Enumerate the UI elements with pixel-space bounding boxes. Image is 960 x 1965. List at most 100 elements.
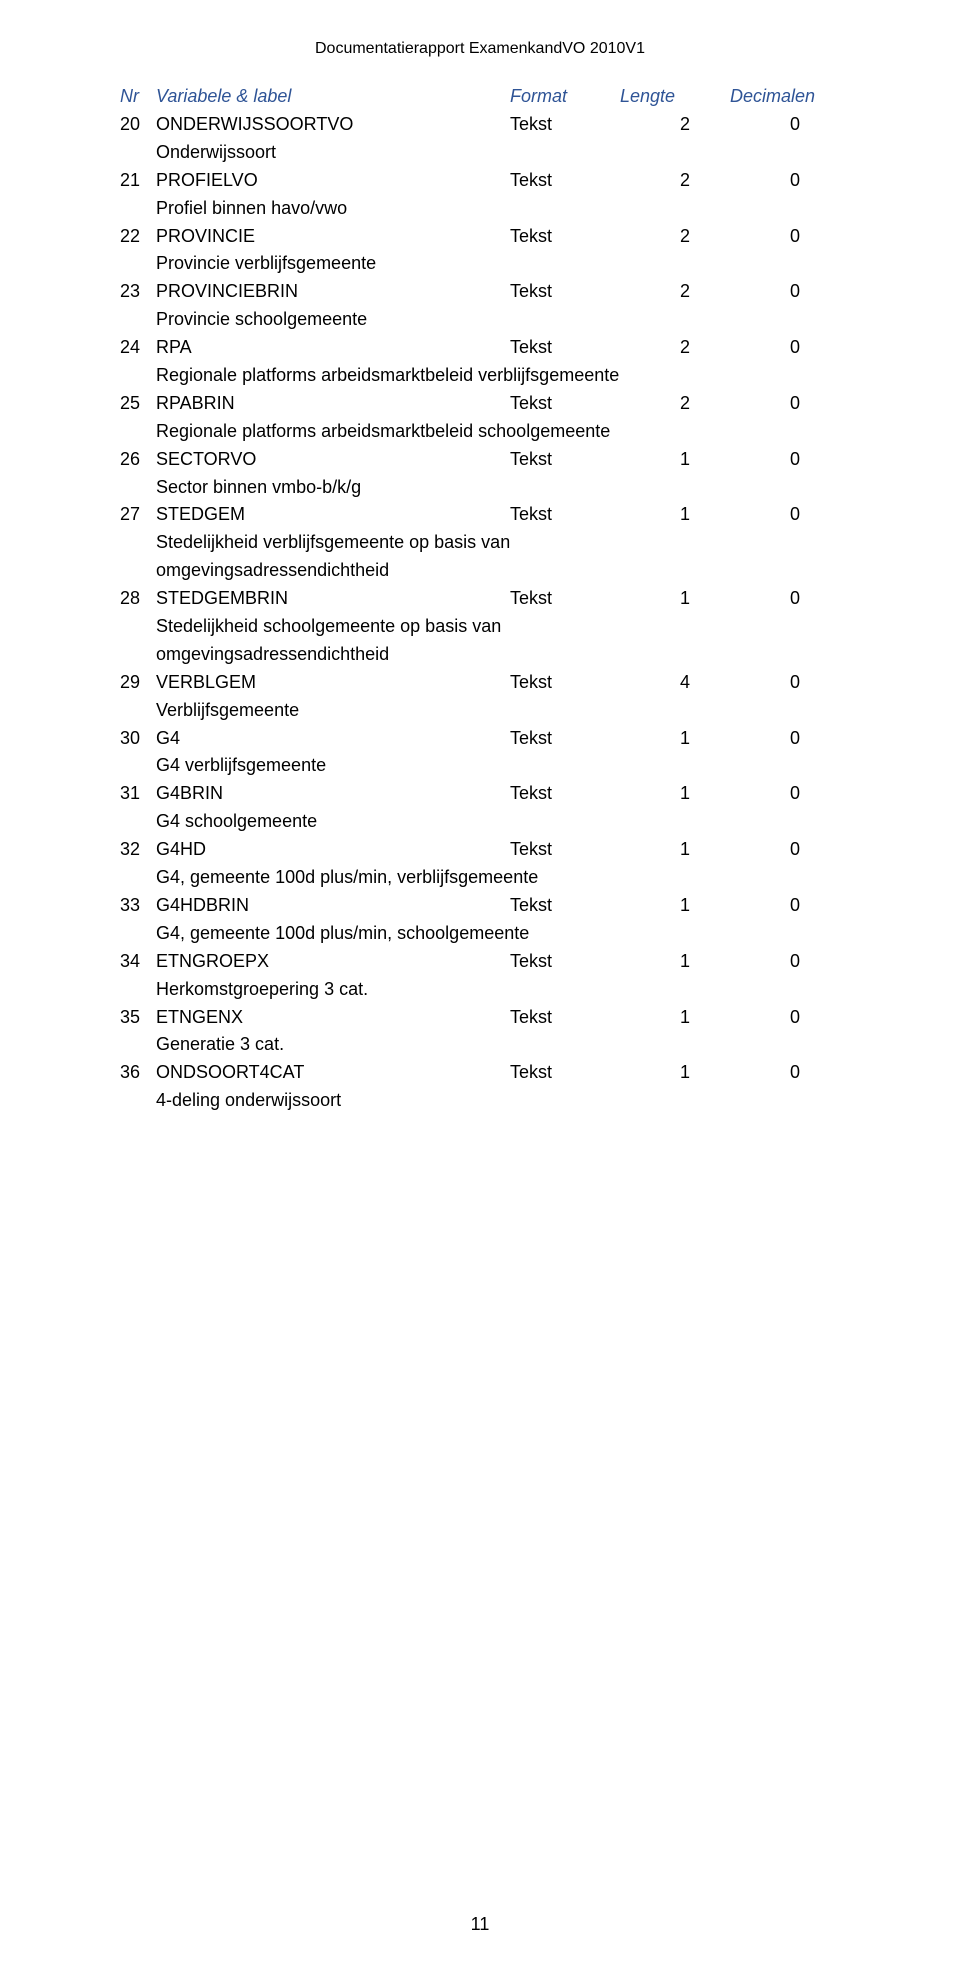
cell-nr-spacer bbox=[120, 613, 156, 669]
cell-variable: ETNGENX bbox=[156, 1004, 510, 1032]
cell-variable: PROVINCIEBRIN bbox=[156, 278, 510, 306]
cell-description: 4-deling onderwijssoort bbox=[156, 1087, 650, 1115]
cell-length: 2 bbox=[620, 111, 730, 139]
table-row-desc: G4, gemeente 100d plus/min, verblijfsgem… bbox=[120, 864, 840, 892]
cell-length: 1 bbox=[620, 1004, 730, 1032]
table-row: 22PROVINCIETekst20 bbox=[120, 223, 840, 251]
cell-nr-spacer bbox=[120, 976, 156, 1004]
cell-nr: 22 bbox=[120, 223, 156, 251]
table-row-desc: G4 schoolgemeente bbox=[120, 808, 840, 836]
cell-variable: ETNGROEPX bbox=[156, 948, 510, 976]
cell-decimals: 0 bbox=[730, 725, 840, 753]
table-row: 31G4BRINTekst10 bbox=[120, 780, 840, 808]
table-row-desc: Herkomstgroepering 3 cat. bbox=[120, 976, 840, 1004]
cell-variable: ONDERWIJSSOORTVO bbox=[156, 111, 510, 139]
cell-length: 1 bbox=[620, 780, 730, 808]
cell-variable: RPA bbox=[156, 334, 510, 362]
cell-variable: G4HD bbox=[156, 836, 510, 864]
cell-length: 2 bbox=[620, 167, 730, 195]
cell-variable: ONDSOORT4CAT bbox=[156, 1059, 510, 1087]
table-row: 35ETNGENXTekst10 bbox=[120, 1004, 840, 1032]
table-row-desc: Verblijfsgemeente bbox=[120, 697, 840, 725]
cell-format: Tekst bbox=[510, 501, 620, 529]
cell-variable: PROFIELVO bbox=[156, 167, 510, 195]
cell-length: 4 bbox=[620, 669, 730, 697]
cell-decimals: 0 bbox=[730, 390, 840, 418]
cell-variable: G4HDBRIN bbox=[156, 892, 510, 920]
header-format: Format bbox=[510, 86, 620, 107]
table-row-desc: Onderwijssoort bbox=[120, 139, 840, 167]
table-body: 20ONDERWIJSSOORTVOTekst20Onderwijssoort2… bbox=[120, 111, 840, 1115]
cell-description: Sector binnen vmbo-b/k/g bbox=[156, 474, 650, 502]
cell-length: 1 bbox=[620, 892, 730, 920]
cell-nr: 33 bbox=[120, 892, 156, 920]
cell-format: Tekst bbox=[510, 167, 620, 195]
cell-nr-spacer bbox=[120, 529, 156, 585]
cell-length: 1 bbox=[620, 501, 730, 529]
cell-description: Provincie schoolgemeente bbox=[156, 306, 650, 334]
cell-variable: SECTORVO bbox=[156, 446, 510, 474]
cell-decimals: 0 bbox=[730, 223, 840, 251]
table-row: 32G4HDTekst10 bbox=[120, 836, 840, 864]
cell-nr-spacer bbox=[120, 864, 156, 892]
cell-variable: RPABRIN bbox=[156, 390, 510, 418]
cell-description: Regionale platforms arbeidsmarktbeleid s… bbox=[156, 418, 650, 446]
cell-nr: 30 bbox=[120, 725, 156, 753]
cell-nr: 27 bbox=[120, 501, 156, 529]
header-variable-label: Variabele & label bbox=[156, 86, 510, 107]
cell-description: G4, gemeente 100d plus/min, schoolgemeen… bbox=[156, 920, 650, 948]
cell-description: G4 verblijfsgemeente bbox=[156, 752, 650, 780]
table-row: 26SECTORVOTekst10 bbox=[120, 446, 840, 474]
table-row: 27STEDGEMTekst10 bbox=[120, 501, 840, 529]
table-header-row: Nr Variabele & label Format Lengte Decim… bbox=[120, 86, 840, 107]
cell-nr-spacer bbox=[120, 474, 156, 502]
table-row: 23PROVINCIEBRINTekst20 bbox=[120, 278, 840, 306]
table-row: 29VERBLGEMTekst40 bbox=[120, 669, 840, 697]
cell-length: 1 bbox=[620, 836, 730, 864]
cell-nr-spacer bbox=[120, 250, 156, 278]
cell-nr: 25 bbox=[120, 390, 156, 418]
table-row-desc: Generatie 3 cat. bbox=[120, 1031, 840, 1059]
table-row: 30G4Tekst10 bbox=[120, 725, 840, 753]
cell-decimals: 0 bbox=[730, 278, 840, 306]
cell-description: Verblijfsgemeente bbox=[156, 697, 650, 725]
table-row-desc: Sector binnen vmbo-b/k/g bbox=[120, 474, 840, 502]
cell-description: Profiel binnen havo/vwo bbox=[156, 195, 650, 223]
cell-decimals: 0 bbox=[730, 892, 840, 920]
cell-format: Tekst bbox=[510, 725, 620, 753]
page-number: 11 bbox=[0, 1914, 960, 1935]
cell-description: Stedelijkheid schoolgemeente op basis va… bbox=[156, 613, 650, 669]
cell-nr: 26 bbox=[120, 446, 156, 474]
cell-variable: PROVINCIE bbox=[156, 223, 510, 251]
table-row: 21PROFIELVOTekst20 bbox=[120, 167, 840, 195]
cell-format: Tekst bbox=[510, 780, 620, 808]
cell-nr: 28 bbox=[120, 585, 156, 613]
table-row: 25RPABRINTekst20 bbox=[120, 390, 840, 418]
cell-variable: G4 bbox=[156, 725, 510, 753]
cell-nr-spacer bbox=[120, 195, 156, 223]
header-nr: Nr bbox=[120, 86, 156, 107]
cell-decimals: 0 bbox=[730, 1059, 840, 1087]
cell-nr: 21 bbox=[120, 167, 156, 195]
cell-nr-spacer bbox=[120, 920, 156, 948]
table-row-desc: Stedelijkheid schoolgemeente op basis va… bbox=[120, 613, 840, 669]
cell-decimals: 0 bbox=[730, 585, 840, 613]
cell-format: Tekst bbox=[510, 334, 620, 362]
cell-nr: 35 bbox=[120, 1004, 156, 1032]
cell-decimals: 0 bbox=[730, 1004, 840, 1032]
cell-variable: STEDGEM bbox=[156, 501, 510, 529]
table-row-desc: Profiel binnen havo/vwo bbox=[120, 195, 840, 223]
cell-nr-spacer bbox=[120, 1031, 156, 1059]
cell-format: Tekst bbox=[510, 1004, 620, 1032]
cell-nr-spacer bbox=[120, 808, 156, 836]
cell-format: Tekst bbox=[510, 948, 620, 976]
table-row-desc: G4 verblijfsgemeente bbox=[120, 752, 840, 780]
cell-description: Regionale platforms arbeidsmarktbeleid v… bbox=[156, 362, 650, 390]
cell-length: 1 bbox=[620, 725, 730, 753]
header-length: Lengte bbox=[620, 86, 730, 107]
table-row-desc: Stedelijkheid verblijfsgemeente op basis… bbox=[120, 529, 840, 585]
cell-length: 1 bbox=[620, 446, 730, 474]
cell-nr: 31 bbox=[120, 780, 156, 808]
table-row: 34ETNGROEPXTekst10 bbox=[120, 948, 840, 976]
cell-decimals: 0 bbox=[730, 334, 840, 362]
